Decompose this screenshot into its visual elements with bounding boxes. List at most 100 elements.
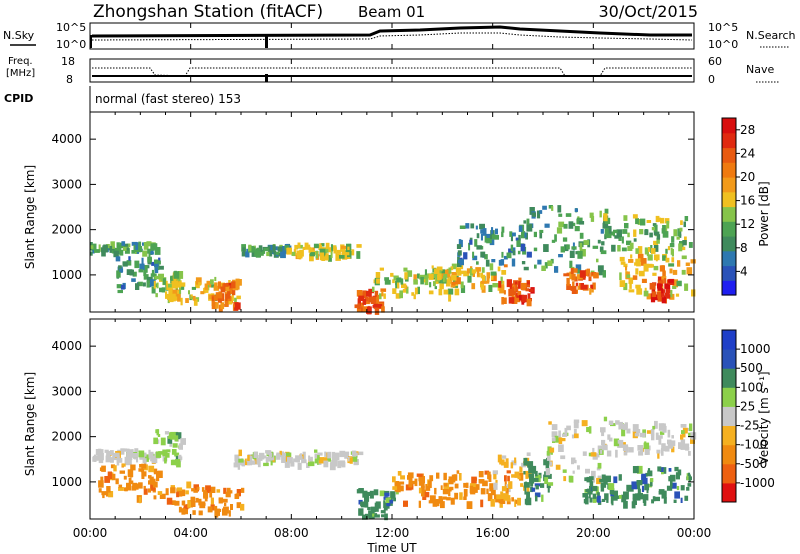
- power-cell: [297, 242, 301, 249]
- power-patch: [90, 241, 161, 258]
- power-cell: [234, 307, 239, 311]
- power-cell: [153, 280, 156, 289]
- velocity-cell: [481, 488, 485, 493]
- velocity-cell: [121, 463, 126, 467]
- velocity-cell: [156, 429, 160, 436]
- power-cell: [517, 250, 521, 255]
- velocity-cell: [127, 469, 134, 478]
- power-cell: [604, 234, 607, 240]
- velocity-cell: [670, 481, 673, 487]
- power-cell: [159, 287, 164, 293]
- power-cell: [485, 259, 490, 267]
- velocity-cell: [501, 486, 507, 492]
- velocity-cell: [650, 478, 654, 483]
- power-cell: [618, 236, 622, 241]
- power-cell: [442, 276, 446, 283]
- velocity-cell: [159, 493, 166, 499]
- velocity-cell: [592, 493, 597, 499]
- velocity-cell: [524, 487, 527, 495]
- power-cell: [273, 251, 277, 255]
- power-cell: [677, 260, 681, 267]
- velocity-cell: [549, 447, 555, 453]
- velocity-cell: [276, 453, 281, 460]
- velocity-cell: [379, 490, 385, 497]
- power-patch: [602, 213, 693, 257]
- velocity-cell: [506, 470, 511, 474]
- power-cell: [148, 250, 151, 258]
- freq-gap-marker: [265, 74, 268, 82]
- power-cell: [153, 243, 158, 248]
- velocity-cell: [558, 444, 564, 452]
- time-tick-label: 08:00: [274, 526, 309, 540]
- power-cell: [119, 249, 124, 256]
- velocity-cell: [621, 429, 626, 437]
- velocity-cell: [671, 446, 675, 453]
- velocity-cell: [209, 491, 213, 498]
- velocity-cell: [656, 449, 661, 454]
- velocity-cell: [100, 476, 104, 481]
- power-cell: [503, 255, 508, 260]
- power-cell: [637, 246, 643, 254]
- velocity-cell: [178, 490, 183, 497]
- power-cell: [676, 236, 680, 240]
- power-cell: [482, 228, 487, 236]
- power-cell: [486, 233, 492, 238]
- power-cell: [569, 260, 573, 269]
- power-cell: [598, 268, 603, 276]
- velocity-cell: [641, 473, 647, 480]
- power-cell: [681, 255, 687, 260]
- power-cell: [203, 287, 209, 293]
- power-cell: [147, 256, 152, 263]
- velocity-cell: [682, 427, 688, 434]
- velocity-cell: [392, 476, 396, 483]
- power-cell: [501, 270, 507, 275]
- power-cell: [590, 216, 595, 222]
- power-cell: [626, 240, 632, 246]
- power-cell: [150, 273, 156, 277]
- power-cell: [533, 231, 537, 238]
- velocity-cell: [101, 491, 108, 496]
- power-cell: [379, 267, 384, 271]
- power-cell: [431, 272, 438, 278]
- power-cell: [566, 244, 570, 250]
- velocity-cell: [528, 466, 534, 474]
- velocity-cell: [676, 486, 680, 491]
- velocity-cell: [586, 427, 590, 433]
- power-cell: [554, 234, 557, 242]
- velocity-cell: [558, 430, 561, 439]
- power-cell: [470, 266, 473, 270]
- power-cell: [91, 243, 97, 252]
- nsky-trace: [91, 25, 692, 38]
- power-cell: [501, 231, 504, 238]
- velocity-cell: [190, 496, 196, 502]
- velocity-cell: [623, 451, 628, 456]
- power-cell: [109, 245, 115, 251]
- power-cell: [571, 273, 576, 281]
- power-cell: [511, 258, 516, 267]
- nsearch-trace: [91, 32, 693, 41]
- power-cell: [651, 264, 654, 268]
- velocity-cell: [484, 470, 490, 475]
- velocity-cell: [317, 455, 320, 461]
- velocity-cell: [132, 453, 139, 458]
- velocity-cell: [101, 465, 106, 472]
- power-cell: [592, 282, 596, 290]
- velocity-cell: [574, 433, 579, 439]
- velocity-cell: [339, 460, 346, 466]
- velocity-cell: [642, 495, 647, 503]
- velocity-cell: [487, 493, 493, 502]
- velocity-cell: [150, 456, 156, 462]
- velocity-cell: [183, 500, 186, 506]
- power-colorbar-tick-label: 12: [740, 217, 755, 231]
- velocity-cell: [544, 471, 547, 475]
- velocity-cell: [384, 492, 390, 497]
- power-cell: [499, 285, 505, 294]
- power-cell: [406, 286, 409, 294]
- power-cell: [659, 280, 664, 287]
- power-cell: [422, 279, 426, 283]
- power-cell: [569, 250, 575, 258]
- power-cell: [509, 231, 513, 237]
- velocity-cell: [555, 464, 561, 470]
- velocity-cell: [153, 437, 158, 445]
- power-cell: [227, 291, 231, 299]
